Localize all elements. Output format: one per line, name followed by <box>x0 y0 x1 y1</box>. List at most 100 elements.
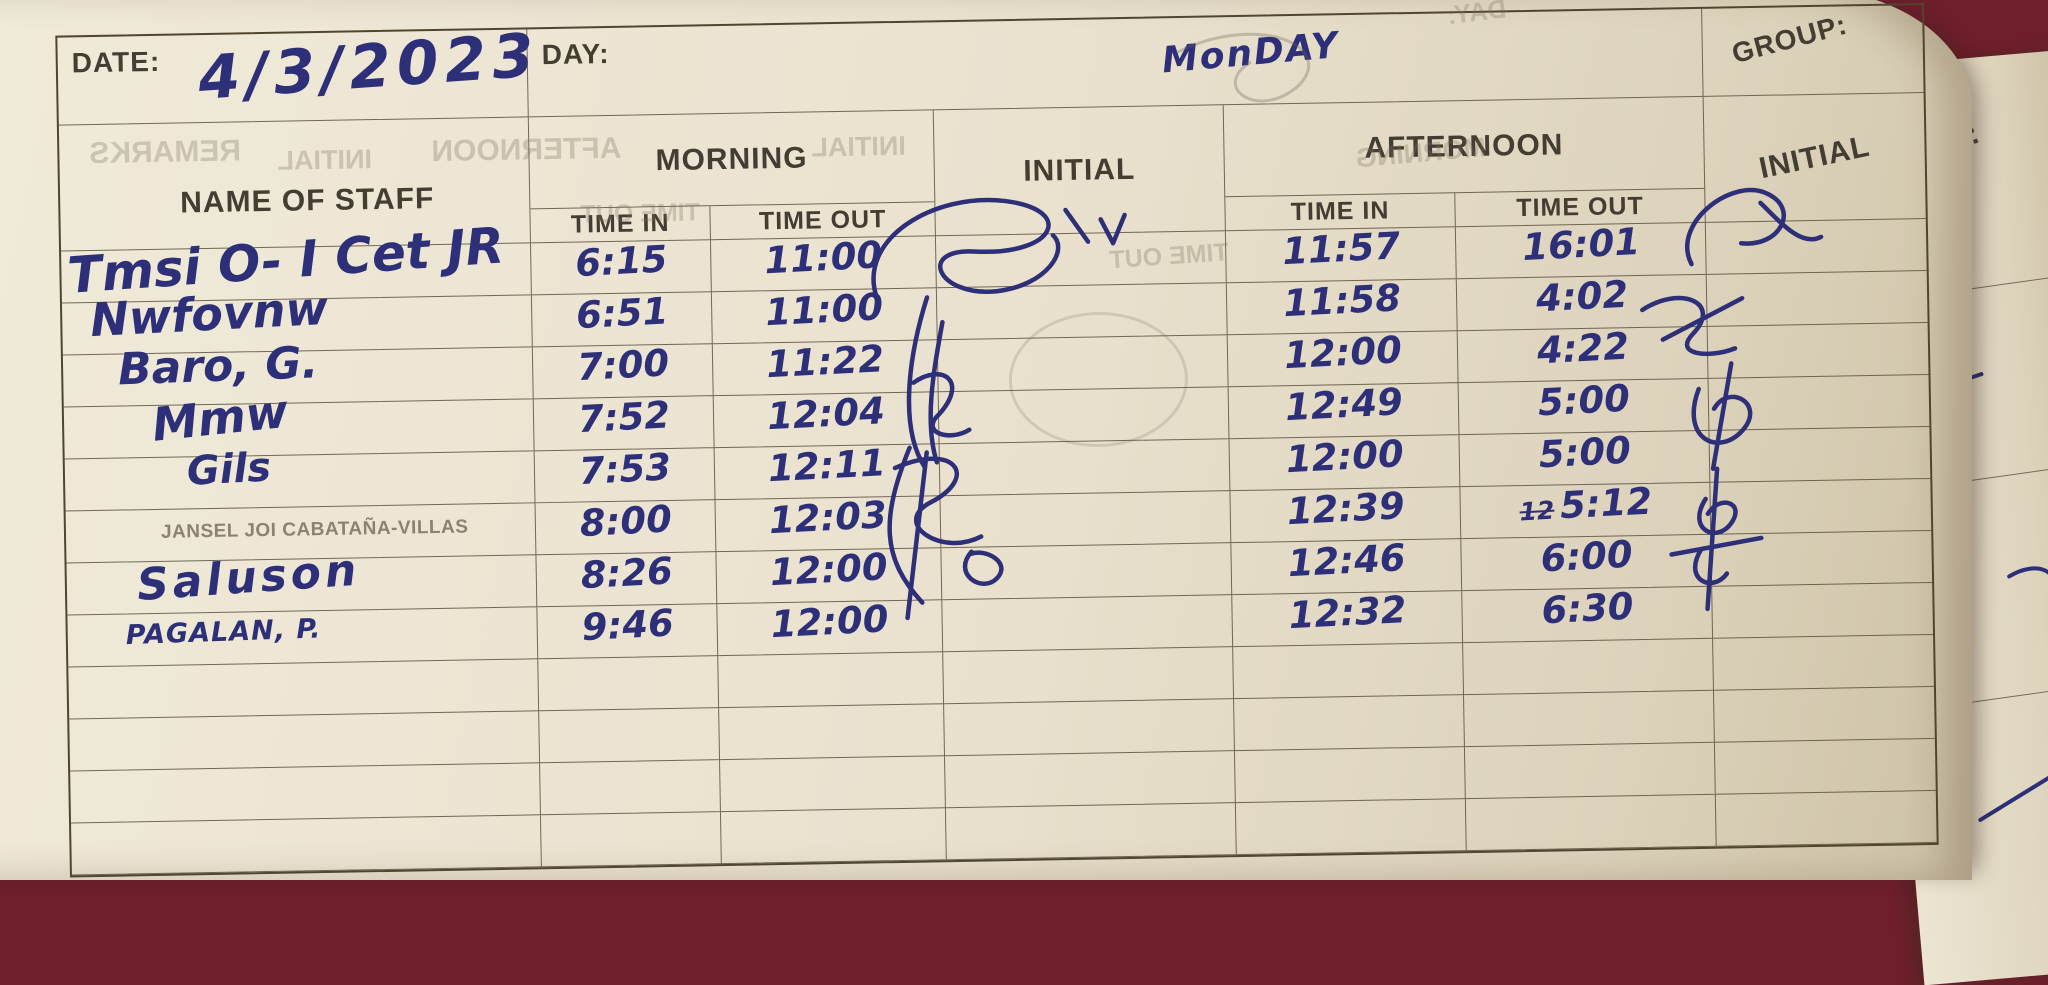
time-in-pm-header: TIME IN <box>1225 193 1456 231</box>
initial-pm-cell <box>1707 271 1928 327</box>
time-value: 12:46 <box>1286 536 1406 585</box>
logbook-page: REMARKS INITIAL AFTERNOON INITIAL MORNIN… <box>0 0 1972 880</box>
time-value: 12:00 <box>1284 432 1404 481</box>
empty-cell <box>1716 791 1937 847</box>
initial-am-cell <box>937 283 1228 340</box>
empty-cell <box>721 808 947 864</box>
empty-cell <box>539 708 720 763</box>
time-value: 11:58 <box>1282 276 1402 325</box>
bleedthrough-text: INITIAL <box>811 131 906 164</box>
time-value: 11:22 <box>765 337 885 386</box>
initial-pm-cell <box>1711 531 1932 587</box>
staff-name: Baro, G. <box>117 337 319 395</box>
empty-cell <box>719 704 945 760</box>
time-out-pm-cell: 6:00 <box>1461 535 1712 591</box>
time-out-label: TIME OUT <box>710 204 934 237</box>
initial-am-cell <box>939 387 1230 444</box>
initial-pm-cell <box>1709 375 1930 431</box>
empty-cell <box>1463 639 1714 695</box>
time-in-pm-cell: 12:39 <box>1230 487 1461 543</box>
time-value: 12:00 <box>769 545 889 594</box>
time-value: 5:00 <box>1537 429 1631 477</box>
empty-cell <box>541 812 722 867</box>
time-value: 6:51 <box>575 289 669 337</box>
time-out-am-cell: 12:00 <box>716 548 942 604</box>
empty-cell <box>1233 643 1464 699</box>
time-value: 16:01 <box>1521 220 1641 269</box>
time-out-pm-cell: 4:02 <box>1457 275 1708 331</box>
time-value: 11:00 <box>764 285 884 334</box>
time-out-pm-cell: 5:00 <box>1459 431 1710 487</box>
staff-name: PAGALAN, P. <box>125 613 322 651</box>
empty-cell <box>1235 747 1466 803</box>
empty-cell <box>1714 687 1935 743</box>
time-out-am-cell: 12:03 <box>716 496 942 552</box>
time-value: 8:00 <box>578 497 672 545</box>
bleedthrough-text: AFTERNOON <box>431 132 622 169</box>
initial-am-cell <box>938 335 1229 392</box>
time-value: 9:46 <box>580 601 674 649</box>
time-in-am-cell: 7:52 <box>534 396 715 451</box>
time-in-pm-cell: 11:58 <box>1227 279 1458 335</box>
staff-name-cell: Baro, G. <box>63 347 534 407</box>
empty-cell <box>718 652 944 708</box>
time-value: 6:00 <box>1539 533 1633 581</box>
staff-name-cell: Gils <box>65 451 536 511</box>
time-in-am-cell: 8:26 <box>536 552 717 607</box>
empty-cell <box>1464 691 1715 747</box>
bleedthrough-text: TIME OUT <box>580 198 700 229</box>
initial-am-cell <box>941 543 1232 600</box>
initial-morning-header: INITIAL <box>934 105 1226 236</box>
empty-cell <box>1713 635 1934 691</box>
time-value: 6:15 <box>574 237 668 285</box>
time-value: 12:49 <box>1283 380 1403 429</box>
staff-name-cell: PAGALAN, P. <box>67 607 538 667</box>
time-value: 8:26 <box>579 549 673 597</box>
time-value: 7:00 <box>576 341 670 389</box>
time-in-pm-cell: 12:00 <box>1228 331 1459 387</box>
time-value: 12:32 <box>1287 588 1407 637</box>
empty-cell <box>1236 799 1467 855</box>
time-out-pm-cell: 4:22 <box>1458 327 1709 383</box>
time-in-am-cell: 9:46 <box>537 604 718 659</box>
initial-right-header: INITIAL <box>1704 93 1926 223</box>
time-in-am-cell: 7:53 <box>535 448 716 503</box>
initial-pm-cell <box>1709 427 1930 483</box>
time-value: 4:02 <box>1535 273 1629 321</box>
time-value-text: 5:12 <box>1559 480 1653 528</box>
initial-am-cell <box>940 439 1231 496</box>
time-in-am-cell: 6:51 <box>532 292 713 347</box>
initial-am-cell <box>940 491 1231 548</box>
attendance-table: REMARKS INITIAL AFTERNOON INITIAL MORNIN… <box>55 3 1938 877</box>
time-in-pm-cell: 12:00 <box>1230 435 1461 491</box>
staff-name-stamp: JANSEL JOI CABATAÑA-VILLAS <box>161 516 469 543</box>
time-value: 12:04 <box>766 389 886 438</box>
empty-cell <box>1465 743 1716 799</box>
bleedthrough-text: INITIAL <box>277 144 372 177</box>
empty-cell <box>945 751 1236 808</box>
date-value: 4/3/2023 <box>196 20 542 114</box>
time-out-am-header: TIME OUT <box>710 202 936 240</box>
initial-label: INITIAL <box>935 151 1225 190</box>
time-in-pm-cell: 12:49 <box>1229 383 1460 439</box>
time-out-pm-header: TIME OUT <box>1455 189 1706 227</box>
struck-out-value: 12 <box>1518 496 1554 527</box>
initial-pm-cell <box>1710 479 1931 535</box>
time-in-label: TIME IN <box>1225 195 1454 228</box>
date-cell: DATE: 4/3/2023 <box>57 29 528 125</box>
empty-cell <box>70 763 541 823</box>
time-out-am-cell: 11:22 <box>713 340 939 396</box>
time-value: 11:00 <box>763 233 883 282</box>
time-in-pm-cell: 12:32 <box>1232 591 1463 647</box>
time-out-am-cell: 12:11 <box>715 444 941 500</box>
initial-pm-cell <box>1706 219 1927 275</box>
time-value: 7:53 <box>577 445 671 493</box>
time-value: 7:52 <box>576 393 670 441</box>
staff-name-cell: Saluson <box>67 555 538 615</box>
empty-cell <box>1466 795 1717 851</box>
time-value: 12:00 <box>1283 328 1403 377</box>
time-in-pm-cell: 12:46 <box>1231 539 1462 595</box>
time-in-am-cell: 8:00 <box>536 500 717 555</box>
time-value: 11:57 <box>1281 224 1401 273</box>
